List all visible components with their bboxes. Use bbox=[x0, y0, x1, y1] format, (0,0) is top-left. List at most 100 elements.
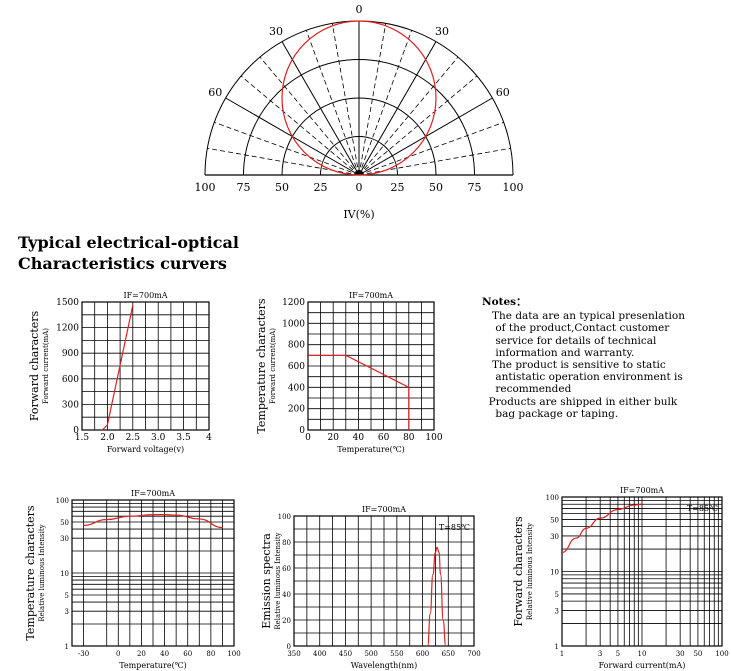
polar-xlabel: IV(%) bbox=[343, 208, 374, 221]
polar-spoke bbox=[331, 23, 360, 176]
notes-line: recommended bbox=[482, 383, 572, 396]
chart-temperature-current bbox=[307, 301, 435, 431]
x-tick-label: 80 bbox=[206, 650, 215, 658]
x-tick-label: 50 bbox=[693, 650, 702, 658]
notes-block: Notes： The data are an typical presenlat… bbox=[482, 296, 722, 420]
y-tick-label: 50 bbox=[60, 519, 69, 527]
x-tick-label: 40 bbox=[160, 650, 169, 658]
y-tick-label: 1200 bbox=[282, 298, 305, 308]
notes-line: antistatic operation environment is bbox=[482, 371, 683, 384]
x-tick-label: 0 bbox=[305, 433, 311, 443]
polar-angle-label: 60 bbox=[496, 86, 510, 99]
x-tick-label: 60 bbox=[183, 650, 192, 658]
notes-line: Products are shipped in either bulk bbox=[482, 395, 678, 408]
y-axis-sublabel: Forward current(mA) bbox=[42, 328, 50, 404]
y-tick-label: 0 bbox=[73, 426, 79, 436]
x-tick-label: 20 bbox=[327, 433, 339, 443]
polar-chart bbox=[204, 20, 514, 176]
x-tick-label: 400 bbox=[313, 650, 326, 658]
y-tick-label: 5 bbox=[555, 591, 559, 599]
section-heading: Typical electrical-optical Characteristi… bbox=[18, 232, 239, 274]
polar-radial-label: 100 bbox=[503, 181, 524, 194]
x-axis-label: Temperature(℃) bbox=[337, 445, 405, 454]
x-tick-label: 650 bbox=[442, 650, 455, 658]
heading-line-1: Typical electrical-optical bbox=[18, 233, 239, 252]
y-axis-sublabel: Relative luminous Intensity bbox=[526, 523, 534, 620]
y-tick-label: 3 bbox=[555, 607, 559, 615]
x-axis-label: Temperature(℃) bbox=[119, 661, 187, 670]
x-tick-label: 600 bbox=[416, 650, 429, 658]
x-tick-label: 450 bbox=[339, 650, 352, 658]
y-tick-label: 1000 bbox=[282, 319, 305, 329]
x-axis-label: Wavelength(nm) bbox=[351, 661, 417, 670]
notes-line: of the product,Contact customer bbox=[482, 322, 670, 335]
x-tick-label: 700 bbox=[467, 650, 480, 658]
y-tick-label: 100 bbox=[56, 497, 69, 505]
y-axis-label: Emission spectra bbox=[260, 533, 273, 629]
series-line bbox=[427, 546, 447, 647]
notes-line: service for details of technical bbox=[482, 334, 657, 347]
y-tick-label: 3 bbox=[65, 608, 69, 616]
y-tick-label: 20 bbox=[282, 617, 291, 625]
notes-line: information and warranty. bbox=[482, 346, 635, 359]
polar-radial-label: 75 bbox=[237, 181, 251, 194]
x-tick-label: 0 bbox=[116, 650, 120, 658]
x-tick-label: 3 bbox=[598, 650, 602, 658]
polar-spoke bbox=[358, 56, 459, 176]
y-tick-label: 40 bbox=[282, 591, 291, 599]
heading-line-2: Characteristics curvers bbox=[18, 254, 227, 273]
x-tick-label: 350 bbox=[287, 650, 300, 658]
chart-title: IF=700mA bbox=[131, 489, 175, 498]
y-tick-label: 1200 bbox=[56, 324, 79, 334]
y-tick-label: 60 bbox=[282, 565, 291, 573]
polar-angle-label: 30 bbox=[269, 25, 283, 38]
polar-spoke bbox=[358, 23, 387, 176]
x-tick-label: 3.0 bbox=[151, 433, 166, 443]
notes-line: The data are an typical presenlation bbox=[482, 310, 685, 323]
x-tick-label: 20 bbox=[137, 650, 146, 658]
x-tick-label: 2.0 bbox=[100, 433, 115, 443]
chart-title: IF=700mA bbox=[123, 291, 167, 300]
x-tick-label: 5 bbox=[616, 650, 620, 658]
polar-radial-label: 100 bbox=[195, 181, 216, 194]
x-tick-label: 4 bbox=[206, 433, 212, 443]
polar-radial-label: 25 bbox=[314, 181, 328, 194]
x-tick-label: 30 bbox=[676, 650, 685, 658]
x-tick-label: 60 bbox=[378, 433, 390, 443]
y-tick-label: 0 bbox=[287, 643, 291, 651]
y-axis-label: Temperature characters bbox=[255, 298, 268, 434]
polar-radial-label: 75 bbox=[468, 181, 482, 194]
x-tick-label: 550 bbox=[390, 650, 403, 658]
polar-angle-label: 60 bbox=[208, 86, 222, 99]
x-axis-label: Forward current(mA) bbox=[599, 661, 686, 670]
x-tick-label: 40 bbox=[353, 433, 365, 443]
chart-forward-voltage bbox=[81, 301, 210, 431]
x-tick-label: 100 bbox=[425, 433, 442, 443]
x-tick-label: 10 bbox=[638, 650, 647, 658]
x-tick-label: 100 bbox=[227, 650, 240, 658]
chart-forward-current-luminous bbox=[561, 496, 723, 647]
polar-angle-label: 0 bbox=[356, 3, 363, 16]
chart-annotation: T=85℃ bbox=[439, 523, 470, 532]
polar-spoke bbox=[214, 121, 360, 176]
y-tick-label: 600 bbox=[288, 362, 305, 372]
y-tick-label: 5 bbox=[65, 592, 69, 600]
y-tick-label: 400 bbox=[288, 383, 305, 393]
y-axis-label: Forward characters bbox=[512, 516, 525, 627]
chart-emission-spectra bbox=[293, 515, 475, 647]
x-axis-label: Forward voltage(v) bbox=[107, 445, 184, 454]
y-tick-label: 30 bbox=[60, 535, 69, 543]
notes-line: bag package or taping. bbox=[482, 407, 619, 420]
y-axis-sublabel: Forward current(mA) bbox=[269, 328, 277, 404]
polar-radial-label: 50 bbox=[275, 181, 289, 194]
x-tick-label: 500 bbox=[364, 650, 377, 658]
y-tick-label: 600 bbox=[62, 375, 79, 385]
y-tick-label: 10 bbox=[60, 570, 69, 578]
y-tick-label: 900 bbox=[62, 349, 79, 359]
polar-spoke bbox=[358, 41, 437, 176]
y-axis-sublabel: Relative luminous Intensity bbox=[38, 524, 46, 621]
polar-spoke bbox=[358, 30, 413, 176]
polar-radial-label: 25 bbox=[391, 181, 405, 194]
y-axis-label: Forward characters bbox=[28, 310, 41, 421]
